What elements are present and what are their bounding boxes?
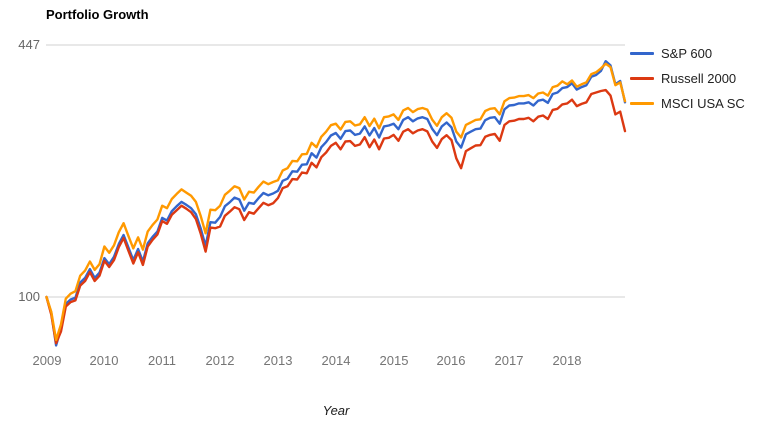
x-axis-tick-label: 2009 xyxy=(32,353,62,368)
legend-label: Russell 2000 xyxy=(661,70,737,86)
x-axis-tick-label: 2015 xyxy=(379,353,409,368)
legend-label: MSCI USA SC xyxy=(661,95,745,111)
y-axis-tick-label: 100 xyxy=(18,289,40,304)
series-line-msci-usa-sc xyxy=(45,62,627,342)
y-axis-tick-label: 447 xyxy=(18,37,40,52)
chart-title: Portfolio Growth xyxy=(46,7,149,22)
series-line-russell-2000 xyxy=(45,88,627,345)
x-axis-tick-label: 2013 xyxy=(263,353,293,368)
legend-line-swatch xyxy=(630,101,654,105)
legend-line-swatch xyxy=(630,51,654,55)
legend-item: MSCI USA SC xyxy=(630,95,745,111)
x-axis-tick-label: 2012 xyxy=(205,353,235,368)
series-line-s-p-600 xyxy=(45,60,627,347)
legend: S&P 600 Russell 2000 MSCI USA SC xyxy=(630,45,745,120)
legend-item: Russell 2000 xyxy=(630,70,745,86)
legend-item: S&P 600 xyxy=(630,45,745,61)
legend-label: S&P 600 xyxy=(661,45,713,61)
x-axis-tick-label: 2017 xyxy=(494,353,524,368)
x-axis-title: Year xyxy=(322,403,350,418)
x-axis-tick-label: 2014 xyxy=(321,353,351,368)
x-axis-tick-label: 2018 xyxy=(552,353,582,368)
x-axis-tick-label: 2011 xyxy=(148,353,176,368)
x-axis-tick-label: 2010 xyxy=(89,353,119,368)
x-axis-tick-label: 2016 xyxy=(436,353,466,368)
legend-line-swatch xyxy=(630,76,654,80)
